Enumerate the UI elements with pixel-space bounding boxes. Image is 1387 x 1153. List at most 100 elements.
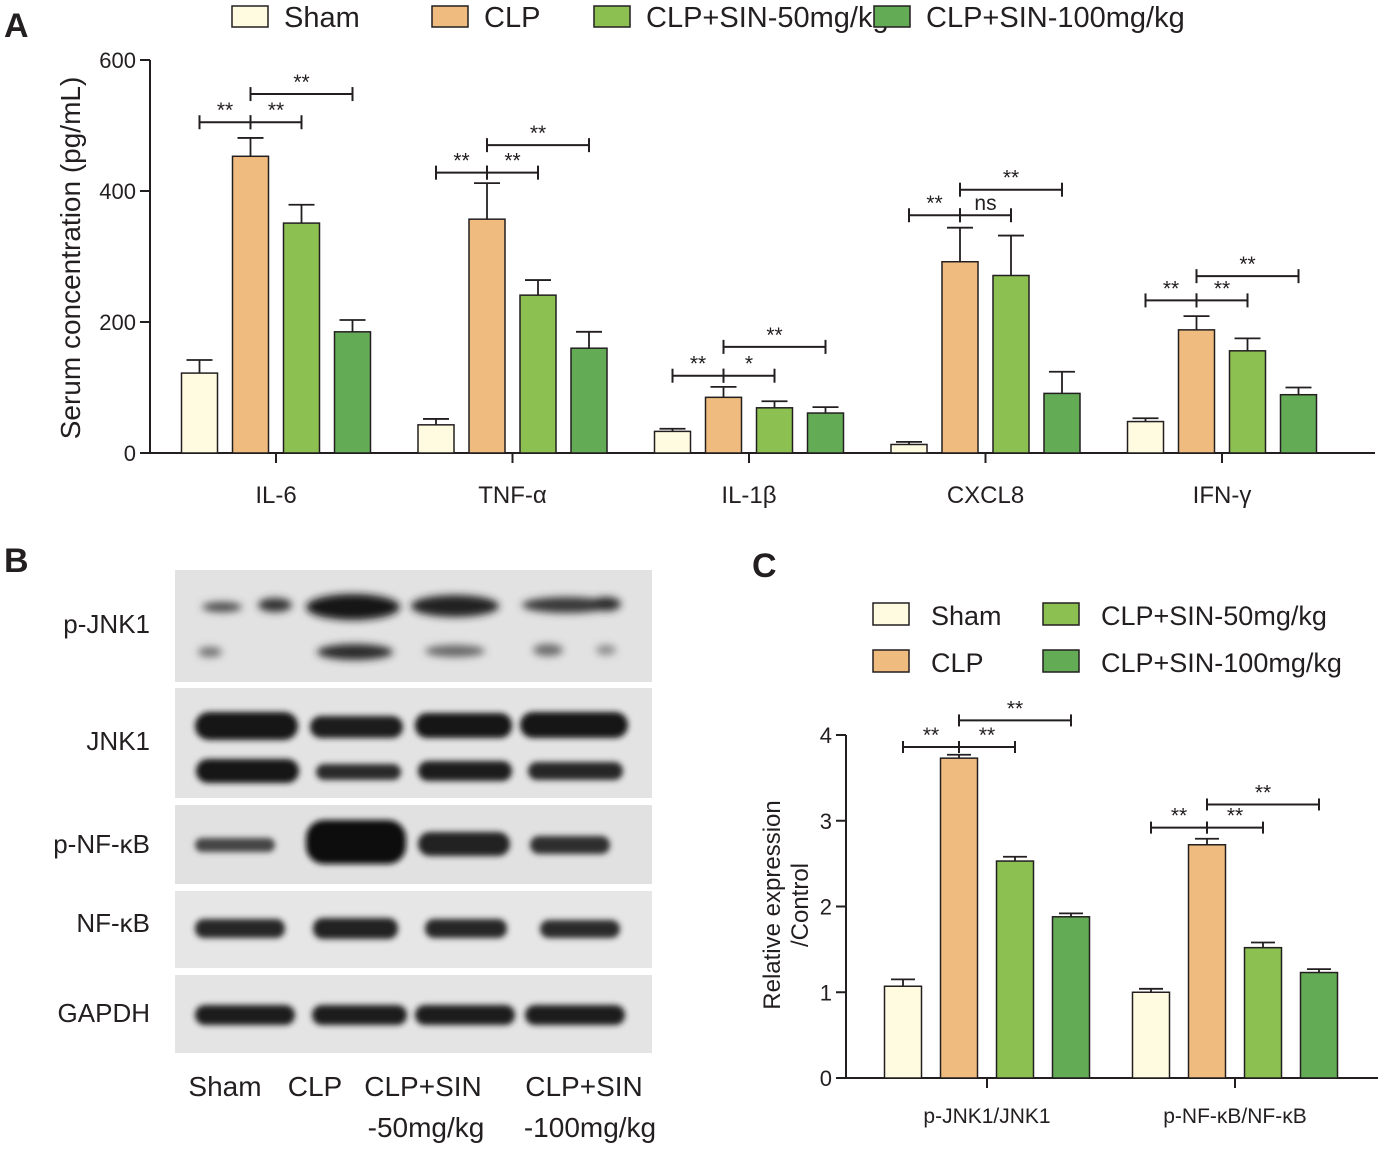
chart-panel-c: 0 1 2 3 4 p-JNK1/JNK1 ** ** ** p-NF-κB/NF-κB ** ** *… <box>820 697 1378 1128</box>
y-tick-label: 600 <box>99 48 136 73</box>
bar-sham-p-nf-b-nf-b <box>1131 991 1171 1079</box>
bar-clp-sin-50mg-kg-p-nf-b-nf-b <box>1243 946 1283 1079</box>
bar-clp-sin-100mg-kg-tnf <box>570 347 608 454</box>
significance-label: ** <box>1239 253 1255 276</box>
significance-label: ** <box>504 150 520 173</box>
bar-clp-sin-50mg-kg-ifn <box>1228 350 1267 454</box>
blot-label-p-nfkb: p-NF-κB <box>53 829 150 859</box>
band <box>310 716 403 738</box>
band <box>425 919 507 938</box>
bar-clp-sin-100mg-kg-ifn <box>1279 393 1318 454</box>
bar-clp-ifn <box>1177 329 1216 454</box>
y-axis-title-c-line1: Relative expression <box>759 800 786 1009</box>
bar-clp-p-nf-b-nf-b <box>1187 844 1227 1079</box>
y-axis-title-c-line2: /Control <box>787 863 814 947</box>
bar-clp-il-1 <box>704 396 743 454</box>
bar-clp-sin-100mg-kg-il-6 <box>333 331 372 454</box>
band <box>195 838 275 852</box>
x-tick-label: TNF-α <box>478 482 547 509</box>
bar-sham-ifn <box>1126 420 1165 454</box>
significance-label: * <box>745 353 753 376</box>
significance-label: ** <box>926 192 942 215</box>
legend-panel-a: Sham CLP CLP+SIN-50mg/kg CLP+SIN-100mg/kg <box>231 2 1185 34</box>
y-axis-title-a: Serum concentration (pg/mL) <box>55 77 86 440</box>
y-tick-label: 0 <box>124 441 136 466</box>
significance-label: ** <box>453 150 469 173</box>
legend-swatch-c-sham <box>872 602 910 626</box>
lane-label-clp-sin-100-line1: CLP+SIN <box>525 1071 643 1102</box>
lane-label-sham: Sham <box>188 1071 261 1102</box>
band <box>522 597 612 613</box>
bar-clp-sin-100mg-kg-il-1 <box>806 412 845 454</box>
band <box>195 712 298 740</box>
lane-label-clp-sin-50-line1: CLP+SIN <box>364 1071 482 1102</box>
bar-clp-sin-50mg-kg-p-jnk1-jnk1 <box>995 860 1035 1079</box>
legend-label-clp-sin-100mg-kg: CLP+SIN-100mg/kg <box>926 2 1185 34</box>
x-tick-label: IL-6 <box>255 482 296 509</box>
legend-swatch-clp-sin-50mg-kg <box>593 5 631 28</box>
band <box>312 1005 407 1025</box>
significance-label: ** <box>979 724 995 747</box>
bar-clp-p-jnk1-jnk1 <box>939 757 979 1079</box>
blot-row-labels: p-JNK1 JNK1 p-NF-κB NF-κB GAPDH <box>53 609 150 1028</box>
panel-letter-a: A <box>4 7 29 45</box>
blot-label-jnk1: JNK1 <box>86 726 150 756</box>
band <box>591 597 621 611</box>
band <box>313 918 398 939</box>
bar-clp-sin-100mg-kg-p-nf-b-nf-b <box>1299 971 1339 1079</box>
legend-swatch-c-clp-sin-100mg-kg <box>1042 649 1080 673</box>
band <box>540 920 620 938</box>
bar-clp-tnf <box>468 218 506 454</box>
x-tick-label: IFN-γ <box>1193 482 1252 509</box>
legend-label-clp: CLP <box>484 2 540 34</box>
blot-label-nfkb: NF-κB <box>76 908 150 938</box>
legend-swatch-c-clp <box>872 649 910 673</box>
y-tick-label: 0 <box>820 1066 832 1091</box>
significance-label: ** <box>1003 167 1019 190</box>
blot-label-gapdh: GAPDH <box>58 998 150 1028</box>
band <box>533 644 563 656</box>
bar-clp-sin-100mg-kg-p-jnk1-jnk1 <box>1051 916 1091 1079</box>
band <box>202 602 242 612</box>
x-tick-label: p-JNK1/JNK1 <box>923 1105 1050 1128</box>
significance-label: ** <box>1227 805 1243 828</box>
legend-label-c-sham: Sham <box>931 601 1002 631</box>
x-tick-label: CXCL8 <box>947 482 1024 509</box>
bar-sham-il-6 <box>180 372 219 454</box>
band <box>528 762 623 780</box>
legend-label-clp-sin-50mg-kg: CLP+SIN-50mg/kg <box>646 2 889 34</box>
legend-panel-c: Sham CLP CLP+SIN-50mg/kg CLP+SIN-100mg/kg <box>872 601 1342 678</box>
legend-label-sham: Sham <box>284 2 360 34</box>
band <box>258 598 292 612</box>
band <box>418 761 512 781</box>
bar-sham-tnf <box>417 424 455 454</box>
band <box>418 832 510 856</box>
blot-label-p-jnk1: p-JNK1 <box>63 609 150 639</box>
panel-letter-b: B <box>4 542 29 580</box>
legend-swatch-sham <box>231 5 269 28</box>
band <box>306 820 406 864</box>
significance-label: ns <box>974 192 996 215</box>
band <box>525 1005 625 1025</box>
band <box>195 919 285 938</box>
significance-label: ** <box>530 122 546 145</box>
y-tick-label: 3 <box>820 809 832 834</box>
legend-swatch-clp <box>431 5 469 28</box>
band <box>596 645 616 655</box>
significance-label: ** <box>1255 781 1271 804</box>
y-tick-label: 200 <box>99 310 136 335</box>
band <box>425 645 485 657</box>
panel-letter-c: C <box>752 547 777 585</box>
blot-lane-labels: Sham CLP CLP+SIN -50mg/kg CLP+SIN -100mg… <box>188 1071 656 1143</box>
y-tick-label: 400 <box>99 179 136 204</box>
bar-clp-il-6 <box>231 155 270 454</box>
bar-clp-sin-100mg-kg-cxcl8 <box>1043 392 1081 454</box>
legend-label-c-clp-sin-100mg-kg: CLP+SIN-100mg/kg <box>1101 648 1342 678</box>
band <box>196 759 299 783</box>
band <box>306 594 400 620</box>
lane-label-clp: CLP <box>288 1071 342 1102</box>
band <box>317 644 393 660</box>
significance-label: ** <box>923 724 939 747</box>
blot-strip-p-jnk1 <box>175 570 652 682</box>
